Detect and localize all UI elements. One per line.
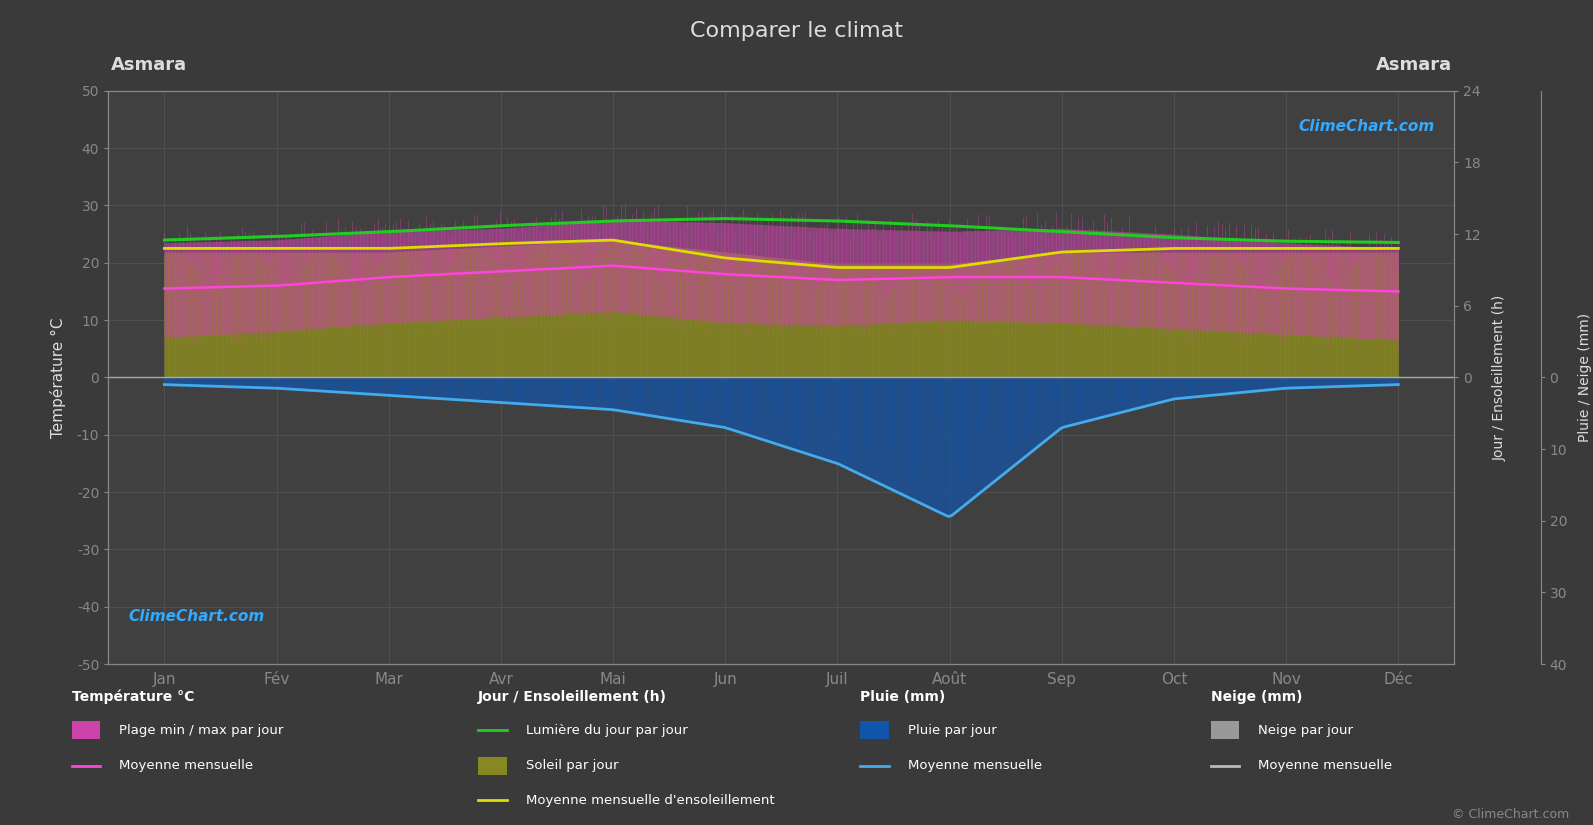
Text: Moyenne mensuelle: Moyenne mensuelle: [908, 759, 1042, 772]
Text: Plage min / max par jour: Plage min / max par jour: [119, 724, 284, 737]
Text: Neige par jour: Neige par jour: [1258, 724, 1354, 737]
Text: Asmara: Asmara: [1376, 55, 1451, 73]
Text: Lumière du jour par jour: Lumière du jour par jour: [526, 724, 688, 737]
Text: Asmara: Asmara: [112, 55, 186, 73]
Text: Comparer le climat: Comparer le climat: [690, 21, 903, 40]
Text: Pluie (mm): Pluie (mm): [860, 691, 946, 704]
Text: ClimeChart.com: ClimeChart.com: [1298, 120, 1434, 134]
Y-axis label: Jour / Ensoleillement (h): Jour / Ensoleillement (h): [1493, 295, 1507, 460]
Text: Température °C: Température °C: [72, 690, 194, 705]
Text: © ClimeChart.com: © ClimeChart.com: [1451, 808, 1569, 821]
Y-axis label: Pluie / Neige (mm): Pluie / Neige (mm): [1579, 313, 1593, 442]
Text: Moyenne mensuelle d'ensoleillement: Moyenne mensuelle d'ensoleillement: [526, 794, 774, 807]
Text: Pluie par jour: Pluie par jour: [908, 724, 997, 737]
Text: Soleil par jour: Soleil par jour: [526, 759, 618, 772]
Text: Neige (mm): Neige (mm): [1211, 691, 1301, 704]
Text: Jour / Ensoleillement (h): Jour / Ensoleillement (h): [478, 691, 667, 704]
Text: ClimeChart.com: ClimeChart.com: [129, 609, 264, 624]
Y-axis label: Température °C: Température °C: [49, 317, 65, 438]
Text: Moyenne mensuelle: Moyenne mensuelle: [119, 759, 253, 772]
Text: Moyenne mensuelle: Moyenne mensuelle: [1258, 759, 1392, 772]
